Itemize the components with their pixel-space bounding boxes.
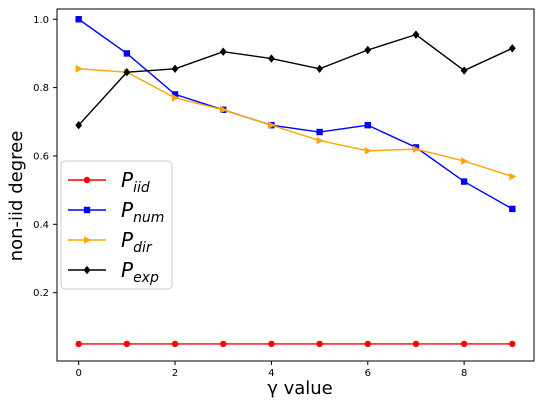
data-point-exp [219, 47, 227, 56]
data-point-exp [412, 30, 420, 39]
data-point-num [316, 128, 323, 136]
data-point-exp [508, 44, 516, 53]
x-tick-label: 6 [365, 368, 371, 379]
data-point-exp [268, 54, 275, 63]
y-axis-title: non-iid degree [6, 131, 27, 262]
legend-label-iid: Piid [121, 168, 150, 196]
y-tick-label: 0.6 [33, 151, 49, 162]
data-point-exp [75, 120, 83, 130]
data-point-num [123, 50, 131, 57]
axes-frame [56, 8, 535, 362]
data-point-num [460, 178, 468, 185]
data-point-dir [412, 145, 420, 153]
legend-marker-dir [84, 236, 91, 244]
y-tick-label: 0.2 [33, 288, 49, 299]
data-point-dir [268, 121, 276, 129]
y-axis-ticks: 0.2 0.4 0.6 0.8 1.0 [33, 15, 57, 299]
legend-label-exp: Pexp [121, 258, 159, 286]
data-point-num [171, 91, 179, 98]
data-point-exp [460, 66, 468, 75]
legend-item-dir: Pdir [68, 228, 153, 256]
plot-area [56, 8, 535, 362]
data-point-dir [172, 94, 180, 102]
data-point-exp [316, 64, 323, 74]
series-line-exp [78, 33, 513, 126]
series-line-num [78, 18, 513, 210]
data-point-dir [364, 147, 372, 155]
x-axis-ticks: 0 2 4 6 8 [75, 361, 467, 379]
legend-item-iid: Piid [68, 168, 150, 196]
x-tick-label: 4 [268, 368, 274, 379]
data-point-exp [364, 45, 372, 55]
series-line-dir [78, 68, 513, 178]
y-tick-label: 1.0 [33, 15, 49, 26]
data-point-iid [123, 340, 131, 348]
data-point-iid [316, 340, 323, 348]
data-point-dir [509, 172, 517, 181]
legend-marker-exp [83, 265, 91, 275]
x-tick-label: 0 [75, 368, 81, 379]
series-iid [75, 340, 516, 348]
y-tick-label: 0.8 [33, 83, 49, 94]
data-point-num [509, 205, 516, 213]
x-tick-label: 2 [172, 368, 178, 379]
data-point-num [364, 121, 371, 129]
legend-item-exp: Pexp [68, 258, 159, 286]
legend-item-num: Pnum [68, 198, 164, 226]
x-axis-title: γ value [267, 378, 333, 399]
data-point-dir [220, 106, 228, 114]
data-point-iid [509, 340, 516, 348]
data-point-iid [364, 340, 371, 348]
data-point-dir [316, 136, 324, 145]
data-point-iid [75, 340, 82, 348]
data-point-exp [171, 64, 179, 74]
legend-label-dir: Pdir [121, 228, 153, 256]
legend-marker-num [83, 206, 91, 214]
data-point-exp [123, 68, 131, 77]
data-point-iid [171, 340, 179, 348]
data-point-iid [220, 340, 227, 348]
data-point-dir [75, 65, 83, 73]
series-exp [75, 30, 516, 130]
data-point-iid [412, 340, 420, 348]
data-point-iid [268, 340, 275, 348]
legend-label-num: Pnum [121, 198, 164, 226]
legend-marker-iid [83, 176, 91, 184]
data-point-dir [461, 157, 469, 165]
legend-box [60, 160, 173, 290]
data-point-num [75, 16, 82, 23]
data-point-iid [460, 340, 468, 348]
x-tick-label: 8 [461, 368, 467, 379]
y-tick-label: 0.4 [33, 220, 49, 231]
